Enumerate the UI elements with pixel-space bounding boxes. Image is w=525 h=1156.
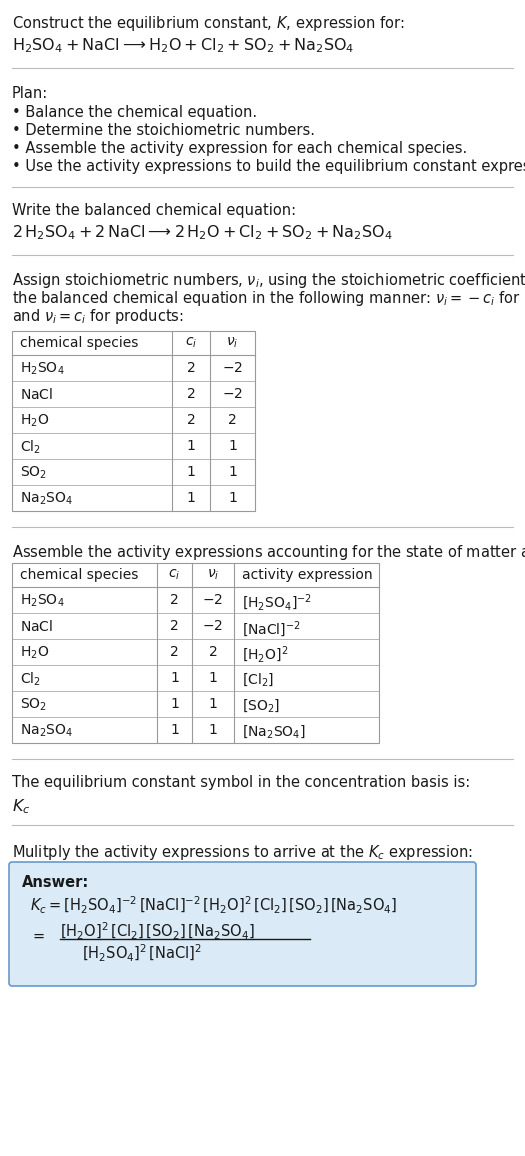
Text: $=$: $=$ [30,927,46,942]
Bar [12,331,255,511]
Text: Construct the equilibrium constant, $K$, expression for:: Construct the equilibrium constant, $K$,… [12,14,405,34]
Text: 1: 1 [208,722,217,738]
Text: $\mathrm{H_2SO_4}$: $\mathrm{H_2SO_4}$ [20,361,65,377]
Text: $c_i$: $c_i$ [169,568,181,583]
Text: 2: 2 [186,387,195,401]
Text: Mulitply the activity expressions to arrive at the $K_c$ expression:: Mulitply the activity expressions to arr… [12,843,473,862]
Text: 1: 1 [170,722,179,738]
Text: $\mathrm{SO_2}$: $\mathrm{SO_2}$ [20,465,47,481]
Text: chemical species: chemical species [20,568,139,581]
Text: 2: 2 [170,618,179,633]
Text: $[\mathrm{NaCl}]^{-2}$: $[\mathrm{NaCl}]^{-2}$ [242,618,301,639]
Text: $-2$: $-2$ [222,387,243,401]
Text: $\mathrm{Cl_2}$: $\mathrm{Cl_2}$ [20,439,41,457]
Text: • Balance the chemical equation.: • Balance the chemical equation. [12,105,257,120]
Text: $-2$: $-2$ [222,361,243,375]
Text: $K_c = [\mathrm{H_2SO_4}]^{-2}\,[\mathrm{NaCl}]^{-2}\,[\mathrm{H_2O}]^{2}\,[\mat: $K_c = [\mathrm{H_2SO_4}]^{-2}\,[\mathrm… [30,895,397,916]
Text: 1: 1 [228,465,237,479]
Text: $-2$: $-2$ [203,593,224,607]
Text: $\mathrm{Na_2SO_4}$: $\mathrm{Na_2SO_4}$ [20,491,73,507]
Text: 1: 1 [170,670,179,686]
Text: $\nu_i$: $\nu_i$ [207,568,219,583]
Text: $\mathrm{H_2O}$: $\mathrm{H_2O}$ [20,413,49,429]
Text: 1: 1 [186,491,195,505]
Text: 2: 2 [170,593,179,607]
Text: Plan:: Plan: [12,86,48,101]
Text: $\mathrm{H_2SO_4}$: $\mathrm{H_2SO_4}$ [20,593,65,609]
Text: • Determine the stoichiometric numbers.: • Determine the stoichiometric numbers. [12,123,315,138]
Text: chemical species: chemical species [20,336,139,350]
Text: 2: 2 [228,413,237,427]
Text: The equilibrium constant symbol in the concentration basis is:: The equilibrium constant symbol in the c… [12,775,470,790]
Text: 2: 2 [186,361,195,375]
Text: $\mathrm{NaCl}$: $\mathrm{NaCl}$ [20,618,53,633]
Text: • Use the activity expressions to build the equilibrium constant expression.: • Use the activity expressions to build … [12,160,525,175]
Text: Assemble the activity expressions accounting for the state of matter and $\nu_i$: Assemble the activity expressions accoun… [12,543,525,562]
Text: Assign stoichiometric numbers, $\nu_i$, using the stoichiometric coefficients, $: Assign stoichiometric numbers, $\nu_i$, … [12,271,525,290]
Text: $\mathrm{Na_2SO_4}$: $\mathrm{Na_2SO_4}$ [20,722,73,740]
Text: $\mathrm{NaCl}$: $\mathrm{NaCl}$ [20,387,53,402]
Text: $-2$: $-2$ [203,618,224,633]
Bar [12,563,379,743]
Text: $[\mathrm{Cl_2}]$: $[\mathrm{Cl_2}]$ [242,670,274,688]
Text: 2: 2 [186,413,195,427]
FancyBboxPatch shape [9,862,476,986]
Text: 1: 1 [208,670,217,686]
Text: and $\nu_i = c_i$ for products:: and $\nu_i = c_i$ for products: [12,307,184,326]
Text: $[\mathrm{Na_2SO_4}]$: $[\mathrm{Na_2SO_4}]$ [242,722,306,740]
Text: $\mathrm{2\,H_2SO_4 + 2\,NaCl \longrightarrow 2\,H_2O + Cl_2 + SO_2 + Na_2SO_4}$: $\mathrm{2\,H_2SO_4 + 2\,NaCl \longright… [12,223,393,242]
Text: $[\mathrm{SO_2}]$: $[\mathrm{SO_2}]$ [242,697,280,713]
Text: $[\mathrm{H_2SO_4}]^{2}\,[\mathrm{NaCl}]^{2}$: $[\mathrm{H_2SO_4}]^{2}\,[\mathrm{NaCl}]… [82,943,202,964]
Text: $[\mathrm{H_2SO_4}]^{-2}$: $[\mathrm{H_2SO_4}]^{-2}$ [242,593,312,614]
Text: Answer:: Answer: [22,875,89,890]
Text: 2: 2 [170,645,179,659]
Text: $\mathrm{SO_2}$: $\mathrm{SO_2}$ [20,697,47,713]
Text: • Assemble the activity expression for each chemical species.: • Assemble the activity expression for e… [12,141,467,156]
Text: 1: 1 [170,697,179,711]
Text: 2: 2 [208,645,217,659]
Text: $\mathrm{H_2O}$: $\mathrm{H_2O}$ [20,645,49,661]
Text: $\mathrm{Cl_2}$: $\mathrm{Cl_2}$ [20,670,41,689]
Text: $[\mathrm{H_2O}]^{2}$: $[\mathrm{H_2O}]^{2}$ [242,645,288,666]
Text: 1: 1 [228,491,237,505]
Text: 1: 1 [186,465,195,479]
Text: 1: 1 [208,697,217,711]
Text: $c_i$: $c_i$ [185,336,197,350]
Text: $K_c$: $K_c$ [12,796,30,816]
Text: Write the balanced chemical equation:: Write the balanced chemical equation: [12,203,296,218]
Text: $[\mathrm{H_2O}]^{2}\,[\mathrm{Cl_2}]\,[\mathrm{SO_2}]\,[\mathrm{Na_2SO_4}]$: $[\mathrm{H_2O}]^{2}\,[\mathrm{Cl_2}]\,[… [60,921,255,942]
Text: 1: 1 [228,439,237,453]
Text: $\nu_i$: $\nu_i$ [226,336,239,350]
Text: the balanced chemical equation in the following manner: $\nu_i = -c_i$ for react: the balanced chemical equation in the fo… [12,289,525,307]
Text: 1: 1 [186,439,195,453]
Text: $\mathrm{H_2SO_4 + NaCl \longrightarrow H_2O + Cl_2 + SO_2 + Na_2SO_4}$: $\mathrm{H_2SO_4 + NaCl \longrightarrow … [12,36,354,54]
Text: activity expression: activity expression [242,568,373,581]
